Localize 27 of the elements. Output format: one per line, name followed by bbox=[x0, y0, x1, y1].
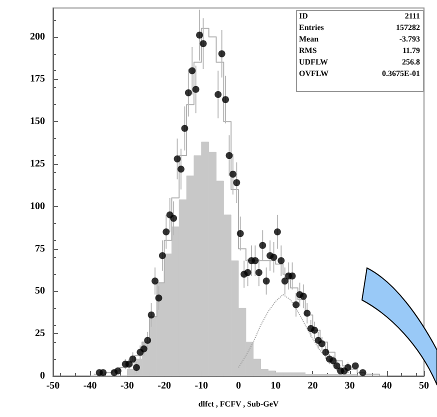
y-tick-label: 100 bbox=[30, 200, 45, 212]
text: UDFLW 256.8 bbox=[299, 58, 420, 66]
y-tick-label: 75 bbox=[35, 243, 45, 254]
x-tick-label: -20 bbox=[158, 380, 171, 392]
x-axis-title: dlfct , FCFV , Sub-GeV bbox=[198, 400, 279, 408]
text: RMS 11.79 bbox=[299, 46, 420, 55]
y-tick-label: 50 bbox=[35, 286, 45, 297]
y-tick-label: 0 bbox=[40, 370, 45, 382]
x-tick-label: -10 bbox=[194, 380, 208, 392]
x-tick-label: 20 bbox=[308, 380, 318, 392]
y-tick-label: 25 bbox=[35, 328, 45, 340]
text: OVFLW 0.3675E-01 bbox=[299, 69, 420, 78]
x-tick-label: -50 bbox=[46, 380, 60, 392]
x-tick-label: 0 bbox=[236, 380, 241, 392]
x-tick-label: 40 bbox=[382, 380, 392, 392]
x-tick-label: 50 bbox=[419, 380, 429, 392]
text: Entries 157282 bbox=[299, 23, 420, 32]
x-tick-label: -30 bbox=[120, 380, 134, 392]
y-tick-label: 125 bbox=[30, 158, 45, 170]
y-tick-label: 175 bbox=[30, 74, 45, 85]
text: Mean -3.793 bbox=[299, 34, 420, 44]
y-tick-label: 150 bbox=[30, 116, 45, 128]
x-tick-label: 10 bbox=[270, 380, 281, 392]
text: ID 2111 bbox=[299, 12, 420, 20]
y-tick-label: 200 bbox=[30, 31, 45, 42]
x-tick-label: 30 bbox=[344, 380, 355, 392]
x-tick-label: -40 bbox=[83, 380, 97, 392]
